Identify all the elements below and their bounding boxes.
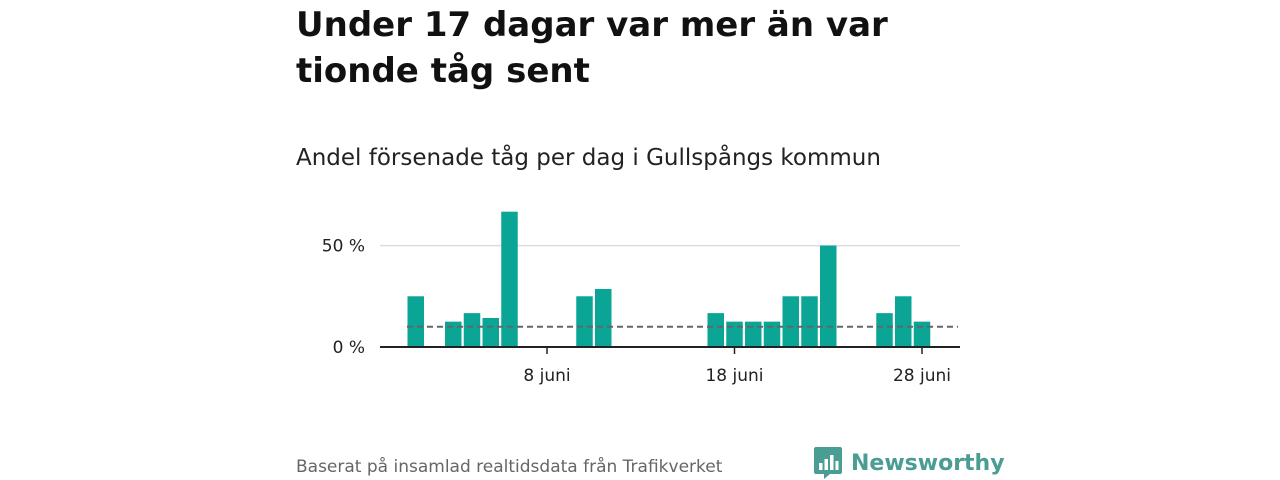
bar-day-1 [407,296,424,347]
bar-day-26 [876,313,893,347]
source-note: Baserat på insamlad realtidsdata från Tr… [296,457,723,477]
bar-day-3 [445,321,462,347]
axes [380,346,960,354]
bar-day-27 [895,296,912,347]
x-tick-label: 8 juni [523,366,570,386]
bar-chart: 0 % 50 % 8 juni 18 juni 28 juni [322,211,960,386]
y-tick-label: 50 % [322,237,365,257]
bar-day-20 [763,321,781,347]
bar-day-5 [482,317,499,347]
brand-logo: Newsworthy [813,446,1005,480]
bar-day-22 [801,296,818,347]
x-tick-label: 28 juni [893,366,951,386]
chart-subtitle: Andel försenade tåg per dag i Gullspångs… [296,145,881,171]
bar-day-19 [745,321,762,347]
bar-day-28 [913,321,931,347]
bar-day-18 [726,321,743,347]
x-tick-label: 18 juni [705,366,763,386]
brand-name: Newsworthy [851,450,1005,476]
chart-logo-icon [814,447,842,479]
tick-labels: 0 % 50 % 8 juni 18 juni 28 juni [322,237,951,386]
chart-title: Under 17 dagar var mer än var tionde tåg… [296,5,888,91]
bar-day-11 [595,288,612,347]
bar-day-4 [463,313,481,347]
bar-day-6 [501,211,518,347]
bar-day-23 [820,245,837,347]
bar-day-21 [782,296,799,347]
bar-day-17 [707,313,724,347]
bars [407,211,958,347]
y-tick-label: 0 % [333,338,365,358]
bar-day-10 [576,296,593,347]
